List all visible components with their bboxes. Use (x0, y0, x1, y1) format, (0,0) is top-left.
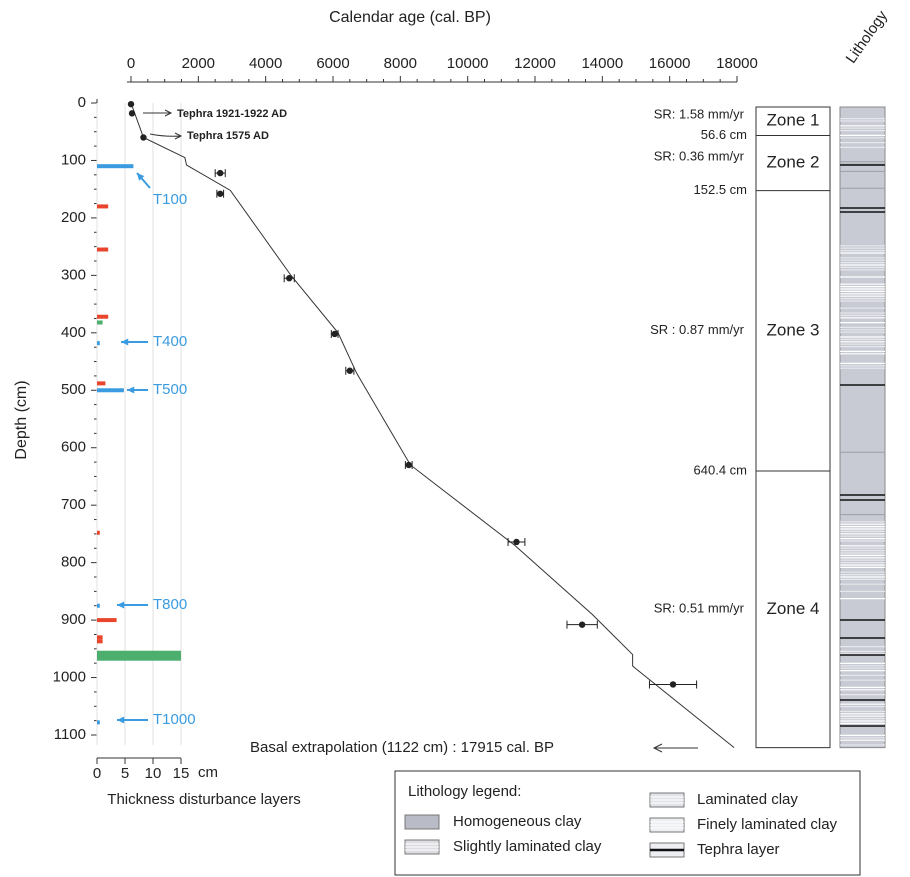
annotation: Tephra 1575 AD (187, 130, 269, 142)
y-tick-label: 800 (61, 554, 86, 571)
x-tick-label: 16000 (649, 55, 691, 72)
zone-boundary-label: 56.6 cm (701, 127, 747, 142)
thickness-tick-label: 0 (93, 765, 101, 782)
date-point (140, 134, 147, 141)
tephra-arrowhead (117, 716, 125, 724)
disturbance-layer (97, 530, 100, 535)
legend-label: Slightly laminated clay (453, 838, 602, 855)
y-tick-label: 600 (61, 439, 86, 456)
basal-arrow (652, 743, 698, 753)
tephra-label: T800 (153, 596, 187, 613)
disturbance-layer (97, 603, 100, 608)
age-depth-model (130, 102, 735, 749)
legend-box (394, 770, 861, 876)
legend-label: Tephra layer (697, 841, 780, 858)
lithology-column (839, 106, 886, 749)
x-tick-label: 8000 (384, 55, 417, 72)
y-tick-label: 100 (61, 151, 86, 168)
disturbance-layer (97, 164, 134, 169)
disturbance-layer (97, 320, 103, 325)
date-point (217, 190, 224, 197)
disturbance-layer (97, 639, 103, 644)
x-axis-title: Calendar age (cal. BP) (329, 9, 491, 26)
sedimentation-rate: SR: 0.36 mm/yr (654, 149, 745, 164)
legend-title: Lithology legend: (408, 783, 521, 800)
zone-label: Zone 2 (767, 153, 820, 172)
date-point (286, 275, 293, 282)
thickness-tick-label: 15 (173, 765, 190, 782)
date-point (127, 100, 135, 108)
y-axis-title: Depth (cm) (13, 380, 30, 459)
y-tick-label: 200 (61, 209, 86, 226)
date-point (217, 169, 224, 177)
sedimentation-rate: SR: 0.51 mm/yr (654, 601, 745, 616)
zone-boundary-label: 152.5 cm (694, 182, 747, 197)
zone-column (755, 106, 831, 749)
date-point (669, 681, 677, 688)
x-tick-label: 4000 (249, 55, 282, 72)
y-tick-label: 900 (61, 611, 86, 628)
tephra-arrowhead (121, 338, 129, 346)
zone-boundary-label: 640.4 cm (694, 462, 747, 477)
tephra-arrowhead (137, 173, 145, 181)
thickness-tick-label: 5 (121, 765, 129, 782)
tephra-label: T500 (153, 381, 187, 398)
date-point (128, 110, 136, 117)
x-tick-label: 10000 (447, 55, 489, 72)
legend-label: Laminated clay (697, 791, 798, 808)
x-tick-label: 18000 (716, 55, 758, 72)
disturbance-layer (97, 204, 109, 209)
thickness-tick-label: 10 (145, 765, 162, 782)
zone-label: Zone 4 (767, 599, 820, 618)
x-tick-label: 12000 (514, 55, 556, 72)
annotation-arrow (149, 132, 183, 140)
thickness-unit: cm (198, 764, 218, 781)
y-tick-label: 1100 (54, 726, 86, 743)
disturbance-layer (97, 650, 181, 661)
date-point (513, 538, 520, 546)
disturbance-layer (97, 381, 106, 386)
legend-label: Homogeneous clay (453, 813, 582, 830)
basal-label: Basal extrapolation (1122 cm) : 17915 ca… (250, 739, 554, 756)
sedimentation-rate: SR : 0.87 mm/yr (650, 322, 745, 337)
disturbance-layer (97, 720, 100, 725)
y-tick-label: 500 (61, 381, 86, 398)
disturbance-layer (97, 341, 100, 346)
tephra-arrowhead (127, 386, 135, 394)
sedimentation-rate: SR: 1.58 mm/yr (654, 107, 745, 122)
tephra-arrowhead (117, 601, 125, 609)
y-tick-label: 400 (61, 324, 86, 341)
x-tick-label: 6000 (316, 55, 349, 72)
y-tick-label: 0 (78, 94, 86, 111)
disturbance-layer (97, 314, 109, 319)
tephra-label: T400 (153, 333, 187, 350)
y-tick-label: 700 (61, 496, 86, 513)
date-point (578, 621, 586, 628)
x-tick-label: 0 (127, 55, 135, 72)
disturbance-layer (97, 388, 124, 393)
date-point (405, 461, 412, 469)
y-tick-label: 300 (61, 266, 86, 283)
annotation-arrow (143, 109, 173, 117)
legend-swatch (404, 814, 440, 830)
tephra-label: T100 (153, 191, 187, 208)
disturbance-layer (97, 247, 109, 252)
x-tick-label: 2000 (182, 55, 215, 72)
legend-label: Finely laminated clay (697, 816, 838, 833)
x-tick-label: 14000 (581, 55, 623, 72)
annotation: Tephra 1921-1922 AD (177, 108, 287, 120)
lithology-title: Lithology (843, 7, 892, 66)
disturbance-layer (97, 618, 117, 623)
disturbance-layer (97, 635, 103, 640)
date-point (331, 330, 338, 338)
tephra-label: T1000 (153, 711, 196, 728)
date-point (346, 367, 354, 374)
thickness-axis-title: Thickness disturbance layers (107, 791, 300, 808)
zone-label: Zone 1 (767, 111, 820, 130)
y-tick-label: 1000 (53, 669, 86, 686)
zone-label: Zone 3 (767, 320, 820, 339)
